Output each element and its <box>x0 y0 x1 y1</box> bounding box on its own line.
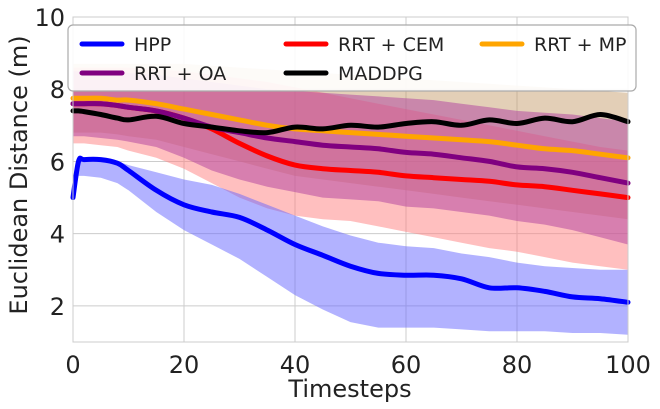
x-tick-label: 0 <box>65 351 80 379</box>
legend-label: RRT + MP <box>534 34 626 56</box>
x-tick-label: 20 <box>169 351 200 379</box>
x-tick-label: 100 <box>605 351 651 379</box>
series-lines <box>70 95 631 305</box>
legend-label: RRT + CEM <box>338 34 444 56</box>
y-tick-label: 8 <box>50 76 65 104</box>
x-axis-label: Timesteps <box>287 375 411 403</box>
legend: HPP RRT + CEM RRT + MP RRT + OA MADDPG <box>67 24 637 92</box>
x-tick-labels: 0 20 40 60 80 100 <box>65 351 651 379</box>
x-tick-label: 60 <box>391 351 422 379</box>
y-tick-label: 2 <box>50 293 65 321</box>
plot-frame <box>72 16 629 343</box>
y-tick-label: 10 <box>34 4 65 32</box>
y-tick-labels: 2 4 6 8 10 <box>34 4 65 321</box>
line-hpp <box>70 155 631 305</box>
line-rrt-oa <box>70 101 631 186</box>
y-tick-label: 4 <box>50 221 65 249</box>
y-tick-label: 6 <box>50 148 65 176</box>
y-axis-label: Euclidean Distance (m) <box>5 35 33 314</box>
legend-label: HPP <box>134 34 171 56</box>
band-hpp <box>73 157 628 335</box>
legend-label: RRT + OA <box>134 63 226 85</box>
x-tick-label: 40 <box>280 351 311 379</box>
legend-label: MADDPG <box>338 63 423 85</box>
x-tick-label: 80 <box>502 351 533 379</box>
line-maddpg <box>70 108 631 136</box>
